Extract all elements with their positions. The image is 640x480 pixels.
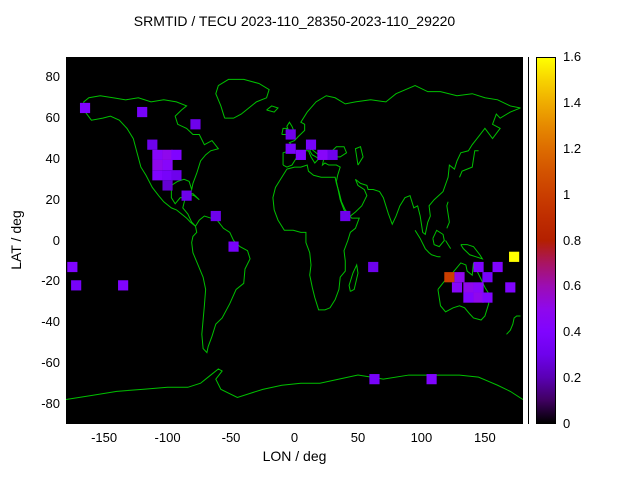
heatmap-cell <box>473 282 484 293</box>
heatmap-cell <box>285 143 296 154</box>
heatmap-cell <box>79 102 91 114</box>
y-tick-label: 40 <box>45 150 60 166</box>
coastline <box>506 316 520 334</box>
heatmap-cell <box>118 280 129 291</box>
heatmap-cell <box>152 170 163 181</box>
x-tick-label: -100 <box>154 430 181 445</box>
coastline <box>446 241 451 249</box>
heatmap-cell <box>317 149 328 160</box>
axes-right-spine <box>528 57 529 424</box>
heatmap-cell <box>505 282 516 293</box>
coastline <box>267 106 278 112</box>
x-axis-label: LON / deg <box>262 448 327 464</box>
y-tick-label: 60 <box>45 110 60 126</box>
y-tick-label: 20 <box>45 191 60 207</box>
heatmap-cell <box>67 261 78 273</box>
heatmap-cell <box>454 272 465 283</box>
heatmap-cell <box>71 280 82 291</box>
heatmap-cell <box>482 272 493 283</box>
heatmap-cell <box>368 261 379 273</box>
coastline <box>84 110 196 226</box>
coastline <box>415 230 440 257</box>
heatmap-cell <box>463 282 474 293</box>
colorbar-tick-label: 1 <box>563 186 571 202</box>
heatmap-cell <box>152 149 163 160</box>
x-tick-label: 0 <box>290 430 299 445</box>
colorbar-tick-label: 1.4 <box>563 94 582 110</box>
heatmap-cell <box>369 374 380 385</box>
x-tick-label: 150 <box>474 430 496 445</box>
heatmap-cell <box>162 159 173 171</box>
heatmap-cell <box>451 282 463 293</box>
heatmap-cell <box>152 159 163 171</box>
plot-area <box>66 57 523 424</box>
colorbar-tick-label: 1.6 <box>563 49 582 64</box>
world-map <box>66 57 523 424</box>
coastline <box>192 216 250 353</box>
coastline <box>438 263 489 320</box>
coastline <box>355 147 363 165</box>
heatmap-cell <box>190 119 201 130</box>
coastline <box>349 265 358 292</box>
heatmap-cell <box>171 170 182 181</box>
colorbar-tick-label: 0.4 <box>563 324 582 340</box>
heatmap-cell <box>444 272 455 283</box>
y-tick-label: 0 <box>52 232 60 248</box>
coastline <box>282 128 287 134</box>
heatmap-cell <box>327 149 338 160</box>
coastline <box>460 151 479 178</box>
y-tick-label: -60 <box>41 354 60 370</box>
coastline <box>447 202 450 229</box>
colorbar-tick-label: 1.2 <box>563 140 582 156</box>
x-tick-label: -50 <box>221 430 241 445</box>
heatmap-cell <box>162 170 173 181</box>
heatmap-cell <box>181 190 192 201</box>
heatmap-cell <box>162 180 173 191</box>
x-tick-label: 50 <box>350 430 366 445</box>
colorbar-tick-label: 0.6 <box>563 278 582 294</box>
heatmap-cell <box>482 292 493 303</box>
coastline <box>283 86 520 166</box>
y-tick-label: -20 <box>41 273 60 289</box>
y-tick-label: -40 <box>41 314 60 330</box>
y-tick-label: 80 <box>45 69 60 85</box>
x-tick-label: -150 <box>91 430 118 445</box>
colorbar-tick-label: 0 <box>563 416 571 431</box>
heatmap-cell <box>492 261 503 273</box>
heatmap-cell <box>426 374 437 385</box>
x-tick-label: 100 <box>410 430 433 445</box>
colorbar-tick-label: 0.2 <box>563 370 582 386</box>
coastline <box>216 79 269 118</box>
heatmap-cell <box>295 149 306 160</box>
coastline <box>461 245 483 259</box>
chart-title: SRMTID / TECU 2023-110_28350-2023-110_29… <box>133 13 456 29</box>
coastline <box>84 96 219 226</box>
heatmap-cell <box>162 149 173 160</box>
heatmap-cell <box>285 129 296 140</box>
coastline <box>433 230 444 246</box>
heatmap-cell <box>509 251 520 262</box>
heatmap-cell <box>228 241 239 252</box>
coastline <box>283 108 520 234</box>
heatmap-cell <box>305 139 317 150</box>
colorbar-tick-label: 0.8 <box>563 232 582 248</box>
heatmap-cell <box>473 261 484 273</box>
heatmap-cell <box>210 210 221 222</box>
heatmap-cell <box>340 210 351 222</box>
coastline <box>66 369 523 400</box>
colorbar <box>536 57 556 424</box>
coastline <box>273 165 359 310</box>
heatmap-cell <box>147 139 158 150</box>
heatmap-cell <box>171 149 182 160</box>
heatmap-cell <box>463 292 474 303</box>
y-tick-label: -80 <box>41 395 60 411</box>
heatmap-cell <box>473 292 484 303</box>
heatmap-cell <box>137 106 148 118</box>
